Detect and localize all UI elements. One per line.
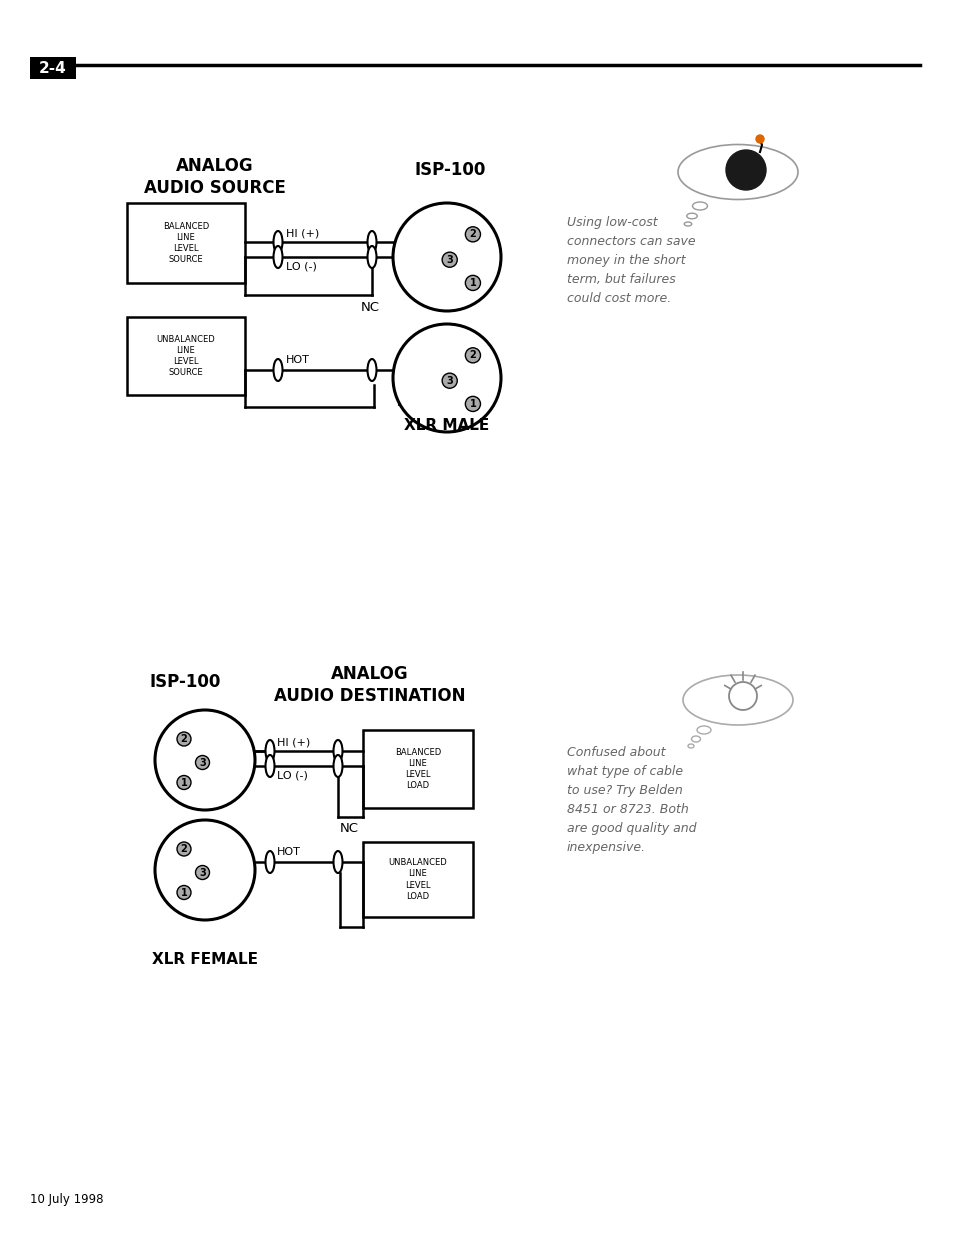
Ellipse shape: [265, 851, 274, 873]
Text: BALANCED
LINE
LEVEL
SOURCE: BALANCED LINE LEVEL SOURCE: [163, 222, 209, 264]
Circle shape: [465, 275, 480, 290]
Ellipse shape: [678, 144, 797, 200]
Bar: [127, 317, 245, 395]
Text: Using low-cost
connectors can save
money in the short
term, but failures
could c: Using low-cost connectors can save money…: [566, 215, 695, 305]
Circle shape: [465, 227, 480, 242]
Ellipse shape: [367, 359, 376, 382]
Text: NC: NC: [360, 300, 379, 314]
Ellipse shape: [274, 231, 282, 253]
Circle shape: [725, 149, 765, 190]
Ellipse shape: [334, 851, 342, 873]
Text: Confused about
what type of cable
to use? Try Belden
8451 or 8723. Both
are good: Confused about what type of cable to use…: [566, 746, 696, 853]
Ellipse shape: [265, 755, 274, 777]
Circle shape: [441, 252, 456, 267]
Text: ANALOG
AUDIO SOURCE: ANALOG AUDIO SOURCE: [144, 157, 286, 196]
Circle shape: [755, 135, 763, 143]
Text: UNBALANCED
LINE
LEVEL
SOURCE: UNBALANCED LINE LEVEL SOURCE: [156, 335, 215, 377]
Ellipse shape: [265, 740, 274, 762]
Circle shape: [195, 866, 210, 879]
Circle shape: [728, 682, 757, 710]
Text: 2-4: 2-4: [39, 61, 67, 75]
Text: 3: 3: [446, 375, 453, 385]
Bar: [363, 730, 473, 808]
Text: 2: 2: [469, 230, 476, 240]
Text: 10 July 1998: 10 July 1998: [30, 1193, 103, 1207]
Ellipse shape: [334, 755, 342, 777]
Text: HI (+): HI (+): [276, 737, 310, 747]
Circle shape: [195, 756, 210, 769]
Circle shape: [393, 324, 500, 432]
Ellipse shape: [367, 246, 376, 268]
Text: 3: 3: [446, 254, 453, 264]
Ellipse shape: [687, 743, 693, 748]
Bar: [30, 57, 76, 79]
Circle shape: [154, 820, 254, 920]
Bar: [738, 704, 747, 713]
Text: 1: 1: [469, 399, 476, 409]
Circle shape: [177, 842, 191, 856]
Text: 2: 2: [180, 844, 187, 853]
Text: LO (-): LO (-): [276, 769, 308, 781]
Ellipse shape: [682, 676, 792, 725]
Ellipse shape: [686, 214, 697, 219]
Ellipse shape: [274, 246, 282, 268]
Circle shape: [177, 732, 191, 746]
Text: HOT: HOT: [276, 847, 300, 857]
Ellipse shape: [697, 726, 710, 734]
Text: 3: 3: [199, 867, 206, 878]
Ellipse shape: [334, 740, 342, 762]
Text: ISP-100: ISP-100: [150, 673, 220, 692]
Text: 1: 1: [180, 888, 187, 898]
Text: 1: 1: [469, 278, 476, 288]
Text: 2: 2: [469, 351, 476, 361]
Text: HOT: HOT: [286, 354, 310, 366]
Circle shape: [465, 348, 480, 363]
Circle shape: [154, 710, 254, 810]
Ellipse shape: [692, 203, 707, 210]
Text: BALANCED
LINE
LEVEL
LOAD: BALANCED LINE LEVEL LOAD: [395, 748, 440, 790]
Circle shape: [465, 396, 480, 411]
Ellipse shape: [367, 231, 376, 253]
Circle shape: [441, 373, 456, 388]
Bar: [127, 203, 245, 283]
Text: XLR FEMALE: XLR FEMALE: [152, 952, 257, 967]
Text: XLR MALE: XLR MALE: [404, 417, 489, 432]
Text: LO (-): LO (-): [286, 261, 316, 270]
Text: UNBALANCED
LINE
LEVEL
LOAD: UNBALANCED LINE LEVEL LOAD: [388, 858, 447, 900]
Text: NC: NC: [339, 823, 358, 836]
Ellipse shape: [683, 222, 691, 226]
Text: 1: 1: [180, 778, 187, 788]
Text: 3: 3: [199, 757, 206, 767]
Circle shape: [393, 203, 500, 311]
Ellipse shape: [691, 736, 700, 742]
Text: HI (+): HI (+): [286, 228, 319, 238]
Bar: [363, 842, 473, 918]
Text: ANALOG
AUDIO DESTINATION: ANALOG AUDIO DESTINATION: [274, 666, 465, 705]
Circle shape: [177, 776, 191, 789]
Text: 2: 2: [180, 734, 187, 743]
Text: ISP-100: ISP-100: [414, 161, 485, 179]
Circle shape: [177, 885, 191, 899]
Ellipse shape: [274, 359, 282, 382]
